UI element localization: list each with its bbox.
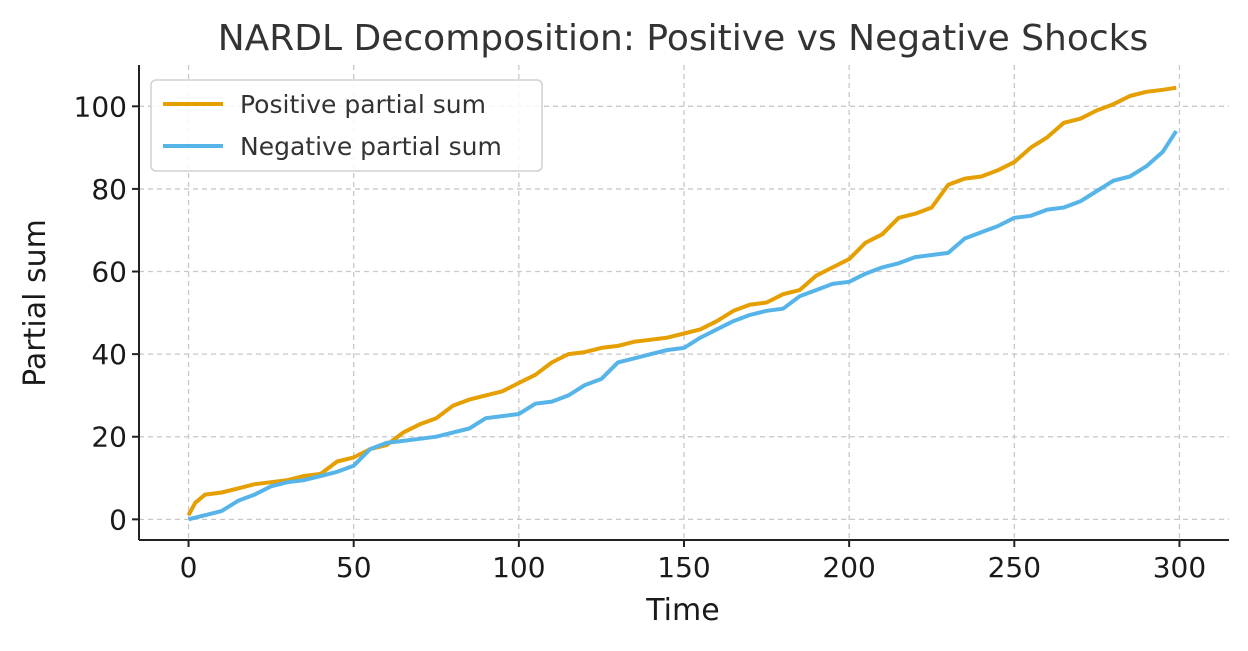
y-axis-label: Partial sum	[18, 219, 53, 387]
x-tick-label: 300	[1153, 551, 1206, 584]
y-tick-label: 20	[91, 421, 127, 454]
series-lines	[186, 85, 1178, 522]
x-tick-label: 250	[988, 551, 1041, 584]
x-axis-label: Time	[645, 593, 719, 628]
legend: Positive partial sum Negative partial sum	[150, 79, 543, 172]
y-tick-label: 40	[91, 338, 127, 371]
x-tick-label: 0	[180, 551, 198, 584]
y-tick-label: 60	[91, 256, 127, 289]
chart-title: NARDL Decomposition: Positive vs Negativ…	[218, 18, 1149, 59]
series-line-negative	[188, 130, 1178, 522]
grid	[139, 65, 1229, 540]
x-tick-label: 150	[657, 551, 710, 584]
y-tick-label: 0	[109, 503, 127, 536]
legend-label: Positive partial sum	[240, 90, 486, 119]
x-tick-label: 200	[822, 551, 875, 584]
y-tick-label: 80	[91, 173, 127, 206]
x-tick-label: 100	[492, 551, 545, 584]
legend-label: Negative partial sum	[240, 132, 502, 161]
axes: 0 50 100 150 200 250 300 0 20 40 60 80 100	[74, 65, 1229, 584]
series-line-positive	[186, 85, 1177, 517]
y-tick-label: 100	[74, 90, 127, 123]
legend-box	[150, 79, 543, 172]
x-tick-label: 50	[336, 551, 372, 584]
